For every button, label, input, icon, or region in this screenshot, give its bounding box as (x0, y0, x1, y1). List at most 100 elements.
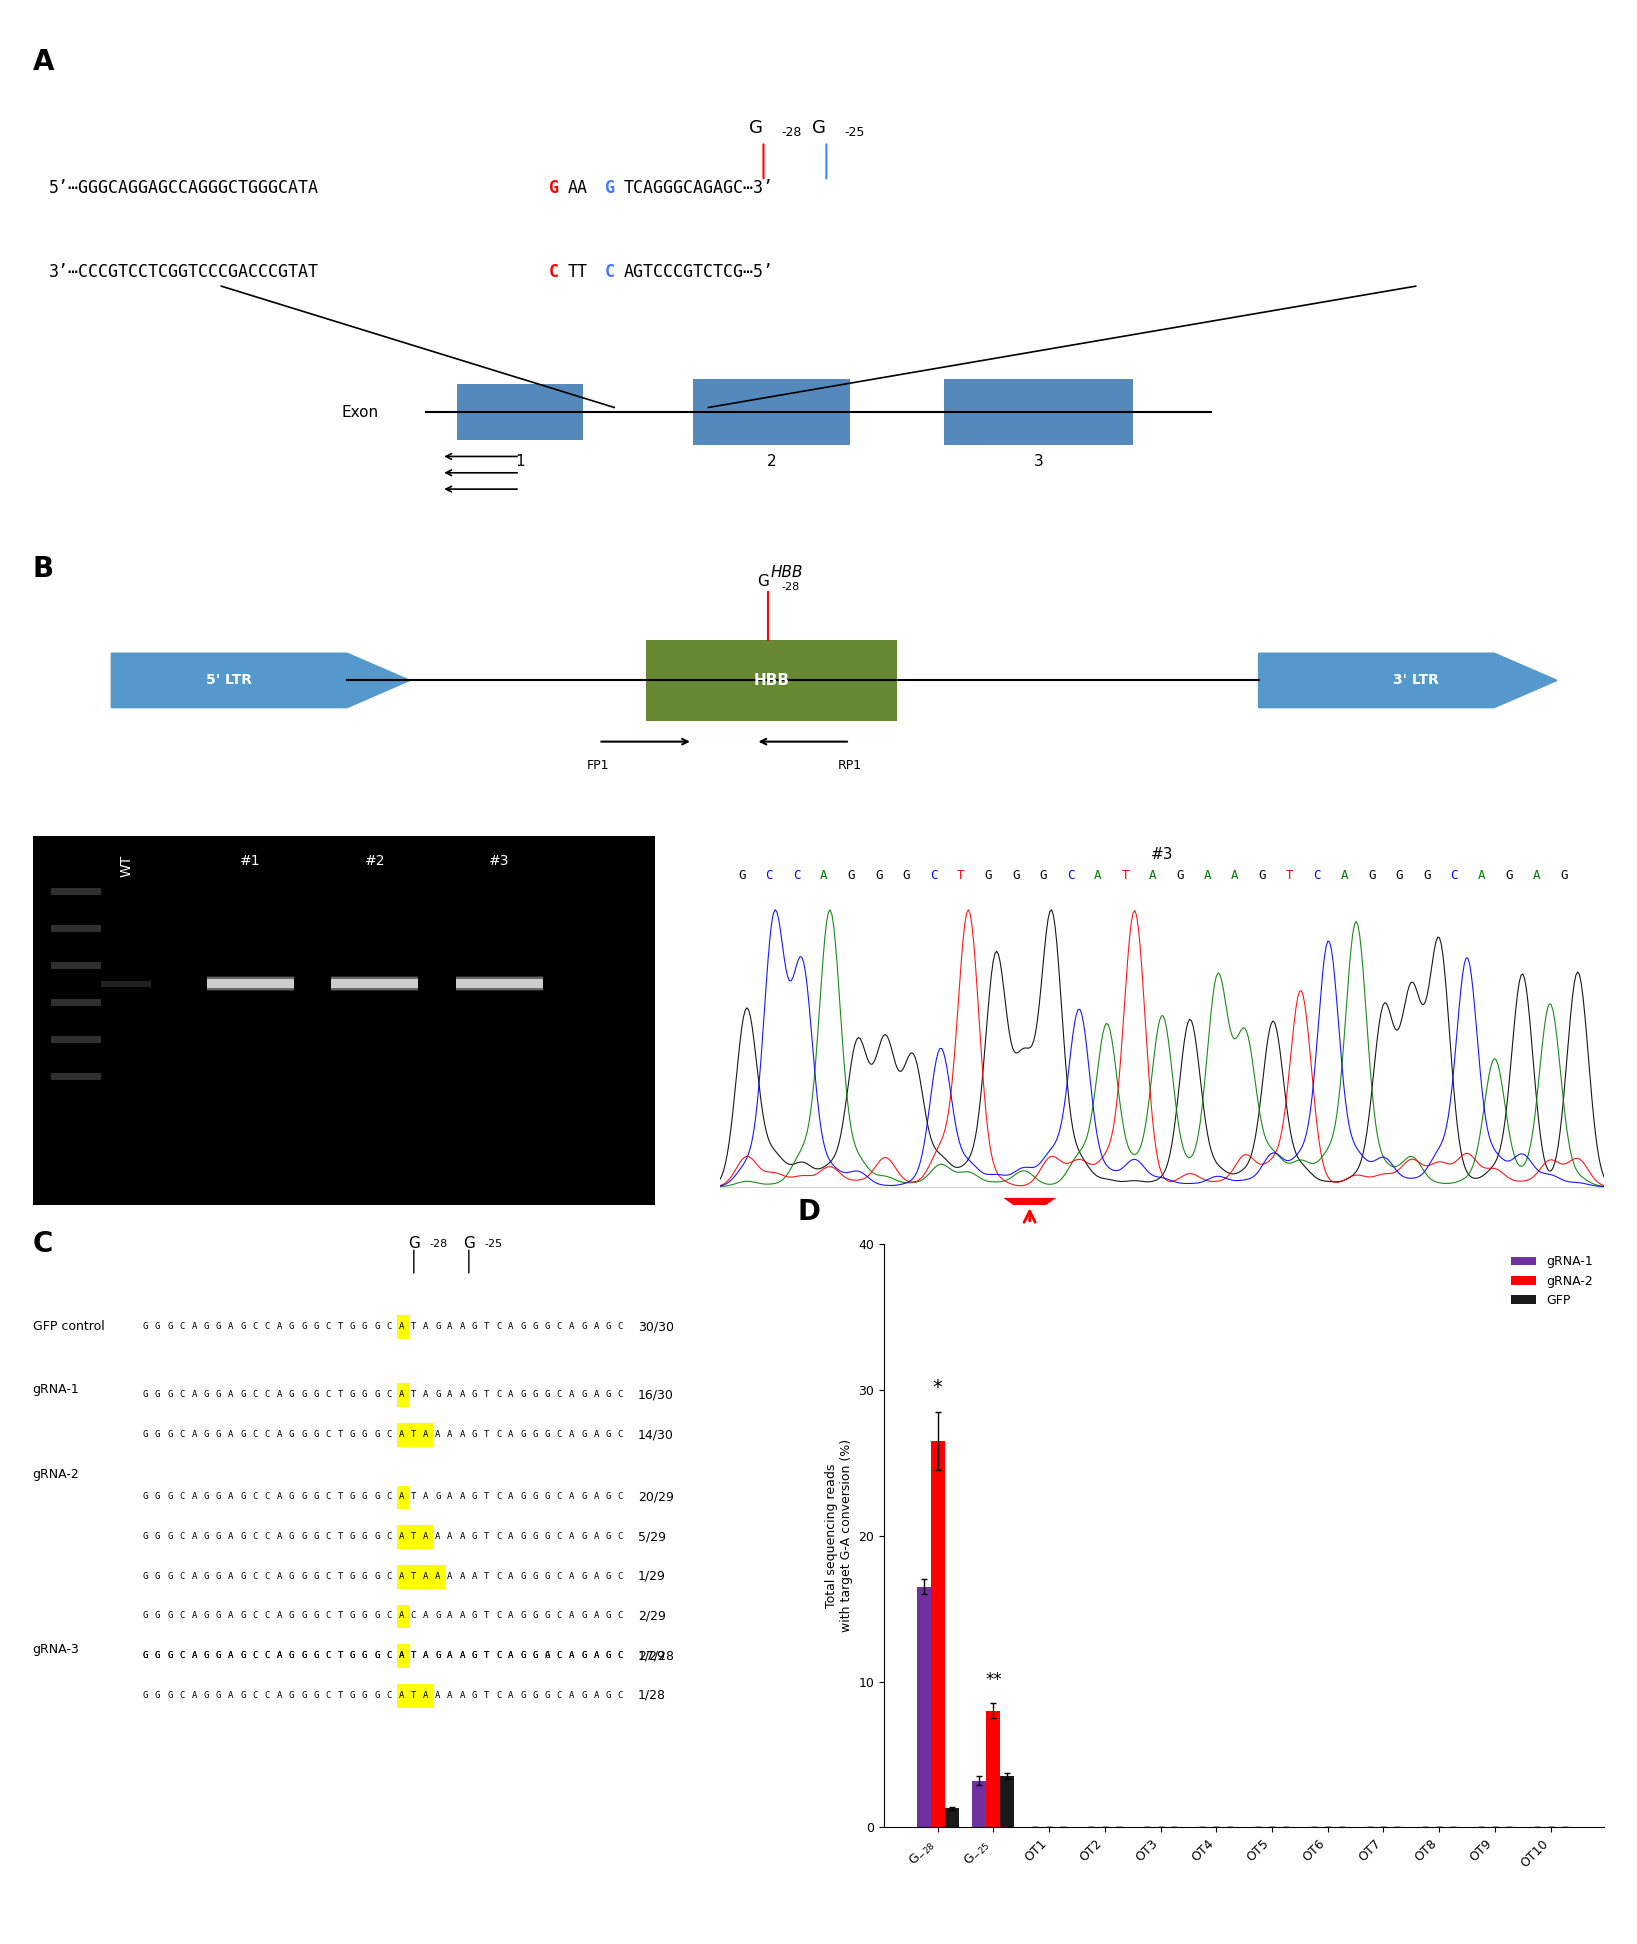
Text: A: A (228, 1650, 234, 1660)
Text: A: A (507, 1650, 514, 1660)
Text: 3’⋯CCCGTCCTCGGTCCCGACCCGTAT: 3’⋯CCCGTCCTCGGTCCCGACCCGTAT (49, 262, 319, 282)
Text: 16/30: 16/30 (638, 1388, 674, 1402)
Text: G: G (375, 1691, 380, 1699)
Text: G: G (375, 1431, 380, 1439)
Text: T: T (337, 1650, 344, 1660)
Text: A: A (277, 1431, 282, 1439)
Text: C: C (386, 1322, 391, 1332)
Y-axis label: Total sequencing reads
with target G-A conversion (%): Total sequencing reads with target G-A c… (825, 1439, 853, 1633)
Text: A: A (277, 1532, 282, 1542)
Text: C: C (326, 1431, 331, 1439)
Text: A: A (33, 49, 54, 76)
Text: A: A (277, 1612, 282, 1621)
Text: G: G (350, 1390, 355, 1400)
Text: A: A (570, 1532, 575, 1542)
Text: A: A (398, 1691, 404, 1699)
Polygon shape (1003, 1198, 1056, 1217)
Text: C: C (386, 1431, 391, 1439)
Text: C: C (557, 1532, 561, 1542)
Text: T: T (337, 1532, 344, 1542)
Text: A: A (570, 1691, 575, 1699)
Text: G: G (288, 1691, 295, 1699)
FancyBboxPatch shape (945, 379, 1133, 445)
Text: G: G (156, 1650, 160, 1660)
Text: A: A (422, 1493, 429, 1501)
Text: 1/29: 1/29 (638, 1649, 666, 1662)
Text: G: G (301, 1650, 306, 1660)
Text: G: G (581, 1691, 586, 1699)
Text: A: A (1231, 869, 1239, 883)
Text: G: G (142, 1650, 147, 1660)
Text: G: G (301, 1612, 306, 1621)
Text: T: T (411, 1532, 416, 1542)
Text: G: G (471, 1691, 476, 1699)
Text: *: * (933, 1378, 943, 1398)
Text: A: A (447, 1493, 452, 1501)
Text: T: T (1287, 869, 1293, 883)
Text: A: A (398, 1650, 404, 1660)
Text: G: G (362, 1573, 367, 1580)
Text: A: A (460, 1650, 465, 1660)
Text: C: C (617, 1650, 624, 1660)
Text: C: C (180, 1573, 185, 1580)
Text: C: C (557, 1322, 561, 1332)
Text: A: A (277, 1573, 282, 1580)
Text: G: G (375, 1322, 380, 1332)
Text: G: G (471, 1493, 476, 1501)
FancyBboxPatch shape (455, 980, 543, 988)
Text: G: G (142, 1431, 147, 1439)
Text: G: G (1369, 869, 1375, 883)
Text: A: A (570, 1650, 575, 1660)
Text: -28: -28 (781, 126, 802, 140)
Text: G: G (362, 1650, 367, 1660)
Text: G: G (435, 1650, 440, 1660)
Text: C: C (265, 1431, 270, 1439)
Text: G: G (545, 1390, 550, 1400)
Text: C: C (386, 1612, 391, 1621)
FancyBboxPatch shape (331, 976, 419, 991)
Text: G: G (142, 1650, 147, 1660)
Text: WT: WT (120, 855, 133, 877)
Text: G: G (532, 1650, 539, 1660)
Text: G: G (203, 1390, 210, 1400)
Text: C: C (496, 1612, 501, 1621)
Text: G: G (288, 1612, 295, 1621)
FancyArrow shape (111, 653, 409, 708)
Text: A: A (460, 1431, 465, 1439)
Text: C: C (252, 1691, 257, 1699)
Text: G: G (142, 1390, 147, 1400)
Text: G: G (350, 1532, 355, 1542)
Text: G: G (581, 1573, 586, 1580)
Bar (945, 1808, 959, 1827)
Text: C: C (557, 1493, 561, 1501)
Text: G: G (606, 1573, 611, 1580)
Text: A: A (507, 1532, 514, 1542)
Text: A: A (1149, 869, 1156, 883)
Text: G: G (313, 1532, 319, 1542)
Text: 5' LTR: 5' LTR (206, 673, 252, 688)
Text: TCAGGGCAGAGC⋯3’: TCAGGGCAGAGC⋯3’ (624, 179, 773, 196)
Text: FP1: FP1 (588, 758, 609, 772)
Text: T: T (411, 1650, 416, 1660)
Text: C: C (326, 1612, 331, 1621)
Text: A: A (507, 1573, 514, 1580)
Text: 1/29: 1/29 (638, 1569, 666, 1582)
Text: G: G (471, 1612, 476, 1621)
FancyBboxPatch shape (51, 925, 101, 931)
Text: C: C (326, 1493, 331, 1501)
Text: G: G (606, 1493, 611, 1501)
Text: TT: TT (568, 262, 588, 282)
Text: C: C (265, 1650, 270, 1660)
Text: A: A (593, 1691, 599, 1699)
Text: A: A (435, 1573, 440, 1580)
Text: G: G (142, 1322, 147, 1332)
Text: A: A (507, 1431, 514, 1439)
Text: G: G (606, 1390, 611, 1400)
Text: A: A (398, 1390, 404, 1400)
FancyBboxPatch shape (51, 888, 101, 894)
Text: T: T (411, 1691, 416, 1699)
Text: gRNA-1: gRNA-1 (33, 1382, 80, 1396)
Text: T: T (337, 1650, 344, 1660)
Text: T: T (1121, 869, 1130, 883)
Text: C: C (252, 1573, 257, 1580)
